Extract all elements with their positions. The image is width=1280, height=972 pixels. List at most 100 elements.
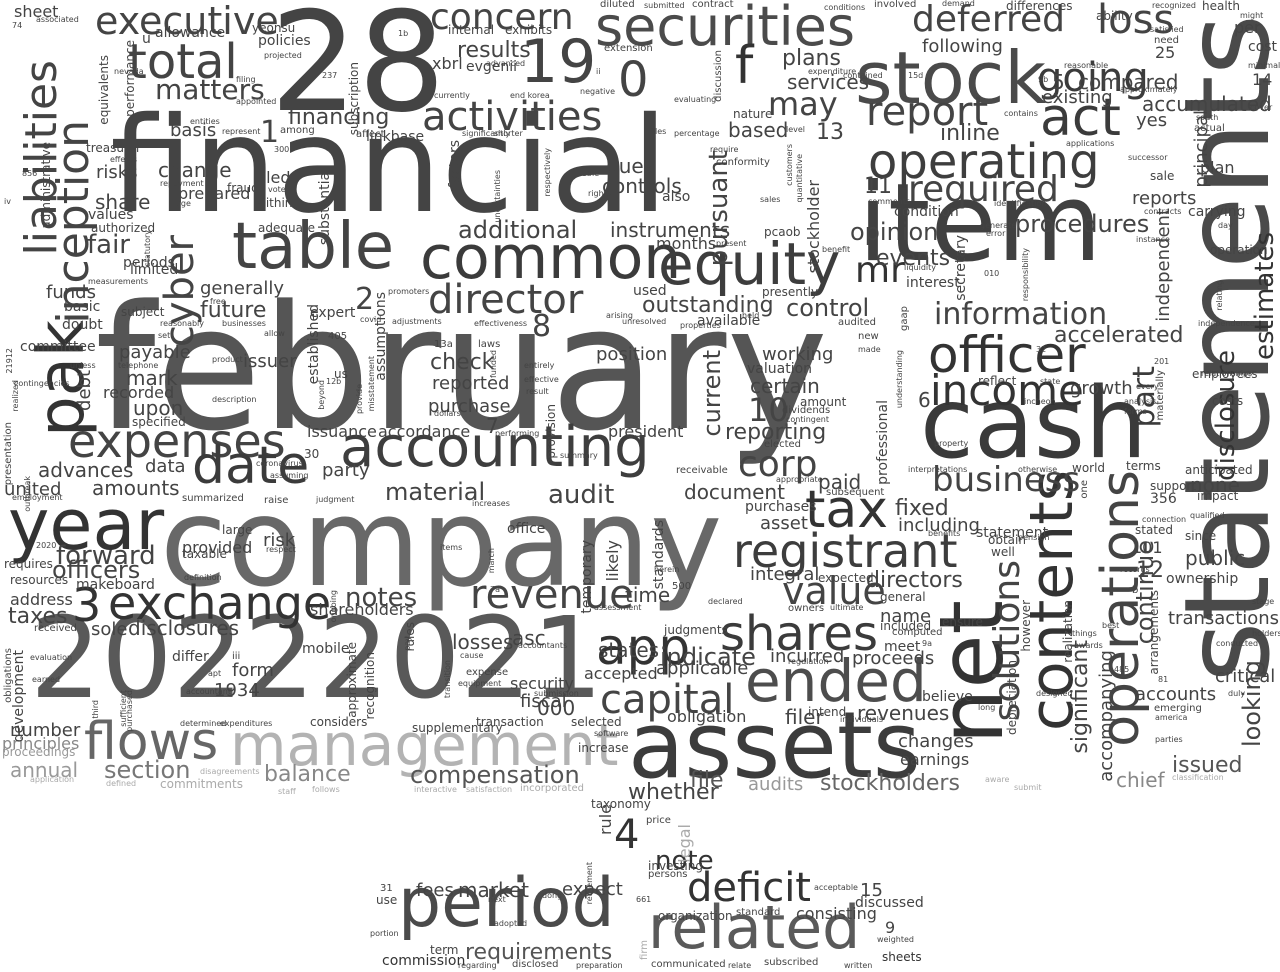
word-n856: 856: [22, 169, 38, 178]
word-year: year: [8, 484, 165, 566]
word-requires: requires: [4, 557, 53, 571]
word-written: written: [844, 961, 873, 970]
word-chief: chief: [1116, 768, 1165, 792]
word-application: application: [30, 775, 75, 784]
word-n1: 1: [260, 115, 280, 150]
word-successor: successor: [1128, 153, 1168, 162]
word-stockholder: stockholder: [804, 180, 823, 274]
word-shorter: shorter: [494, 129, 523, 138]
word-date: date: [192, 436, 310, 496]
word-periods: periods: [123, 255, 175, 271]
word-payable: payable: [119, 342, 191, 363]
word-dong: dong: [542, 891, 563, 900]
word-securities: securities: [595, 0, 856, 58]
word-yeonsu: yeonsu: [252, 21, 296, 35]
word-elected: elected: [764, 439, 802, 450]
word-condition: condition: [894, 204, 959, 220]
word-development: development: [11, 650, 27, 743]
word-indicate: indicate: [660, 643, 756, 671]
word-item: item: [858, 161, 1103, 286]
word-period: period: [398, 864, 615, 943]
word-ownership: ownership: [1166, 571, 1239, 587]
word-defined: defined: [106, 779, 137, 788]
word-working: working: [762, 344, 834, 365]
word-provided: provided: [182, 538, 253, 557]
word-assuming: assuming: [270, 471, 309, 480]
word-n21912: 21912: [5, 348, 14, 374]
word-present: present: [716, 239, 747, 248]
word-united: united: [4, 479, 62, 500]
word-adopted: adopted: [494, 919, 528, 928]
word-sheets: sheets: [882, 950, 922, 964]
word-ii: ii: [596, 67, 601, 76]
word-ability: ability: [1096, 9, 1133, 23]
word-yes: yes: [1136, 110, 1168, 131]
word-mobile: mobile: [302, 641, 350, 657]
word-classification: classification: [1172, 773, 1224, 782]
word-asc: asc: [512, 626, 546, 650]
word-day: day: [1218, 221, 1233, 230]
word-principles: principles: [2, 734, 80, 753]
word-note: note: [655, 846, 714, 876]
word-incorporated: incorporated: [520, 783, 584, 794]
word-equipment: equipment: [458, 679, 502, 688]
word-used: used: [633, 283, 667, 299]
word-information: information: [934, 297, 1108, 332]
word-repayment: repayment: [160, 179, 204, 188]
word-otherwise: otherwise: [1018, 465, 1058, 474]
word-diluted: diluted: [600, 0, 635, 10]
word-independence: independence: [1198, 319, 1255, 328]
word-acceptable: acceptable: [814, 883, 858, 892]
word-matters: matters: [155, 73, 265, 106]
word-compensation: compensation: [410, 761, 580, 789]
word-deferred: deferred: [912, 0, 1065, 40]
word-employment: employment: [12, 493, 63, 502]
word-audited: audited: [838, 317, 877, 328]
word-third: third: [91, 700, 100, 719]
word-balance: balance: [264, 762, 351, 787]
word-adjustments: adjustments: [392, 317, 442, 326]
word-accordance: accordance: [378, 422, 471, 441]
word-existing: existing: [1042, 87, 1113, 108]
word-submitted: submitted: [644, 1, 685, 10]
word-incurred: incurred: [770, 646, 845, 667]
word-cause: cause: [460, 651, 484, 660]
word-whether: whether: [628, 780, 719, 805]
word-certain: certain: [750, 374, 820, 398]
word-terms: terms: [1126, 459, 1161, 473]
word-n201: 201: [1154, 357, 1170, 366]
word-n31: 31: [380, 883, 393, 894]
word-cost: cost: [1248, 39, 1278, 55]
word-treasurer: treasurer: [86, 141, 141, 155]
word-apt: apt: [208, 669, 222, 678]
word-nature: nature: [733, 107, 773, 121]
word-declared: declared: [708, 597, 743, 606]
word-asset: asset: [760, 513, 808, 534]
word-materially: materially: [1155, 370, 1166, 421]
word-xbrl: xbrl: [432, 54, 463, 73]
word-results: results: [457, 38, 531, 63]
word-transition: transition: [443, 660, 452, 699]
word-identification: identification: [994, 199, 1047, 208]
word-follows: follows: [312, 785, 340, 794]
word-entirely: entirely: [524, 361, 555, 370]
word-growth: growth: [1070, 378, 1133, 399]
word-independent: independent: [1153, 208, 1174, 322]
word-document: document: [684, 480, 785, 504]
word-accounting: accounting: [340, 415, 650, 480]
word-actual: actual: [1194, 123, 1225, 134]
word-contracts: contracts: [1144, 207, 1182, 216]
word-future: future: [200, 298, 267, 323]
word-owners: owners: [788, 603, 825, 614]
word-ended: ended: [745, 647, 927, 715]
word-director: director: [428, 277, 584, 323]
word-states: states: [598, 638, 660, 662]
word-due: due: [606, 154, 644, 178]
word-assessment: assessment: [594, 603, 642, 612]
word-revenues: revenues: [857, 701, 950, 725]
word-outbreak: outbreak: [23, 476, 32, 512]
word-benefits: benefits: [928, 529, 961, 538]
word-reported: reported: [432, 373, 510, 394]
word-likely: likely: [603, 540, 622, 582]
word-obligations: obligations: [3, 648, 14, 703]
